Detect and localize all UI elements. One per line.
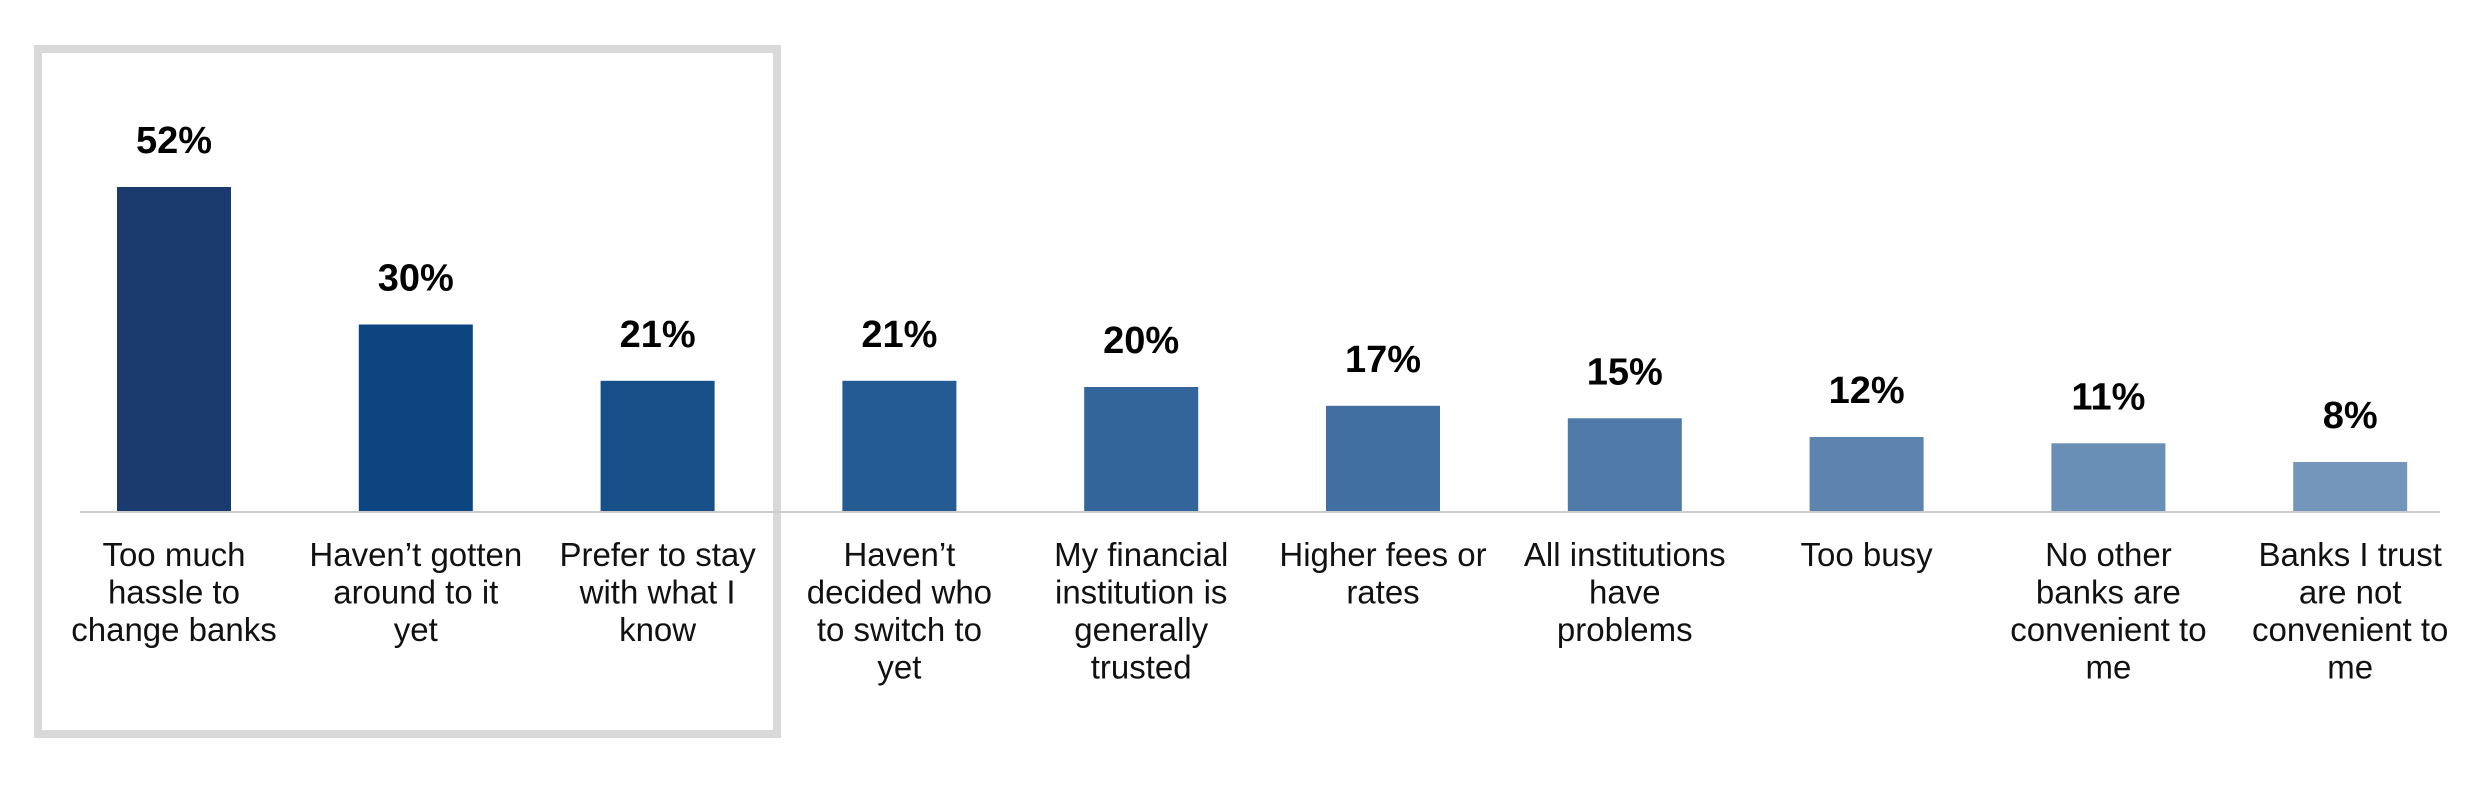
category-label-line: Prefer to stay	[559, 536, 756, 573]
data-label-7: 15%	[1587, 351, 1663, 393]
category-label-line: change banks	[71, 611, 277, 648]
category-label-line: Too much	[102, 536, 245, 573]
category-label-line: have	[1589, 574, 1661, 611]
category-label-line: problems	[1557, 611, 1693, 648]
category-label-1: Too much hassle to change banks	[71, 536, 277, 648]
category-label-line: Haven’t gotten	[309, 536, 522, 573]
bar-10	[2293, 462, 2408, 512]
category-label-line: yet	[394, 611, 438, 648]
category-label-line: know	[619, 611, 696, 648]
category-label-6: Higher fees or rates	[1279, 536, 1486, 611]
bar-6	[1326, 405, 1440, 513]
highlight-box	[34, 45, 781, 738]
data-label-8: 12%	[1829, 370, 1905, 412]
category-label-line: to switch to	[817, 611, 982, 648]
data-label-1: 52%	[136, 120, 212, 162]
bar-5	[1084, 387, 1199, 512]
category-label-line: with what I	[579, 574, 736, 611]
category-label-line: hassle to	[108, 574, 240, 611]
category-label-line: No other	[2045, 536, 2172, 573]
category-label-line: me	[2327, 649, 2373, 686]
data-label-9: 11%	[2071, 376, 2145, 418]
category-label-line: Too busy	[1801, 536, 1934, 573]
data-label-6: 17%	[1345, 339, 1421, 381]
data-label-2: 30%	[378, 258, 454, 300]
data-label-4: 21%	[861, 314, 937, 356]
bar-2	[358, 324, 473, 512]
bar-9	[2051, 443, 2166, 513]
bar-3	[600, 380, 715, 513]
data-label-3: 21%	[620, 314, 696, 356]
data-label-10: 8%	[2323, 395, 2378, 437]
category-label-line: rates	[1346, 574, 1419, 611]
category-label-line: Higher fees or	[1279, 536, 1486, 573]
category-label-line: Banks I trust	[2258, 536, 2441, 573]
category-label-2: Haven’t gotten around to it yet	[309, 536, 522, 648]
category-label-line: around to it	[333, 574, 498, 611]
category-label-line: All institutions	[1524, 536, 1726, 573]
bar-7	[1567, 418, 1682, 513]
category-label-line: banks are	[2036, 574, 2181, 611]
bar-1	[117, 187, 231, 512]
category-label-line: Haven’t	[843, 536, 955, 573]
bars-layer	[117, 187, 2408, 513]
category-label-line: me	[2085, 649, 2131, 686]
category-label-10: Banks I trust are not convenient to me	[2252, 536, 2448, 686]
category-label-7: All institutions have problems	[1524, 536, 1726, 648]
category-label-9: No other banks are convenient to me	[2010, 536, 2206, 686]
category-label-line: trusted	[1091, 649, 1192, 686]
category-label-line: convenient to	[2252, 611, 2448, 648]
category-label-line: generally	[1074, 611, 1208, 648]
category-label-line: are not	[2299, 574, 2402, 611]
category-label-line: decided who	[807, 574, 992, 611]
category-label-line: convenient to	[2010, 611, 2206, 648]
category-label-line: institution is	[1055, 574, 1227, 611]
bar-8	[1809, 437, 1924, 512]
bar-4	[842, 380, 957, 513]
category-label-line: My financial	[1054, 536, 1228, 573]
category-label-4: Haven’t decided who to switch to yet	[807, 536, 992, 686]
labels-layer: 52% Too much hassle to change banks 30% Haven…	[71, 120, 2448, 686]
category-label-8: Too busy	[1801, 536, 1934, 573]
category-label-line: yet	[877, 649, 921, 686]
data-label-5: 20%	[1103, 320, 1179, 362]
category-label-5: My financial institution is generally trust…	[1054, 536, 1228, 686]
